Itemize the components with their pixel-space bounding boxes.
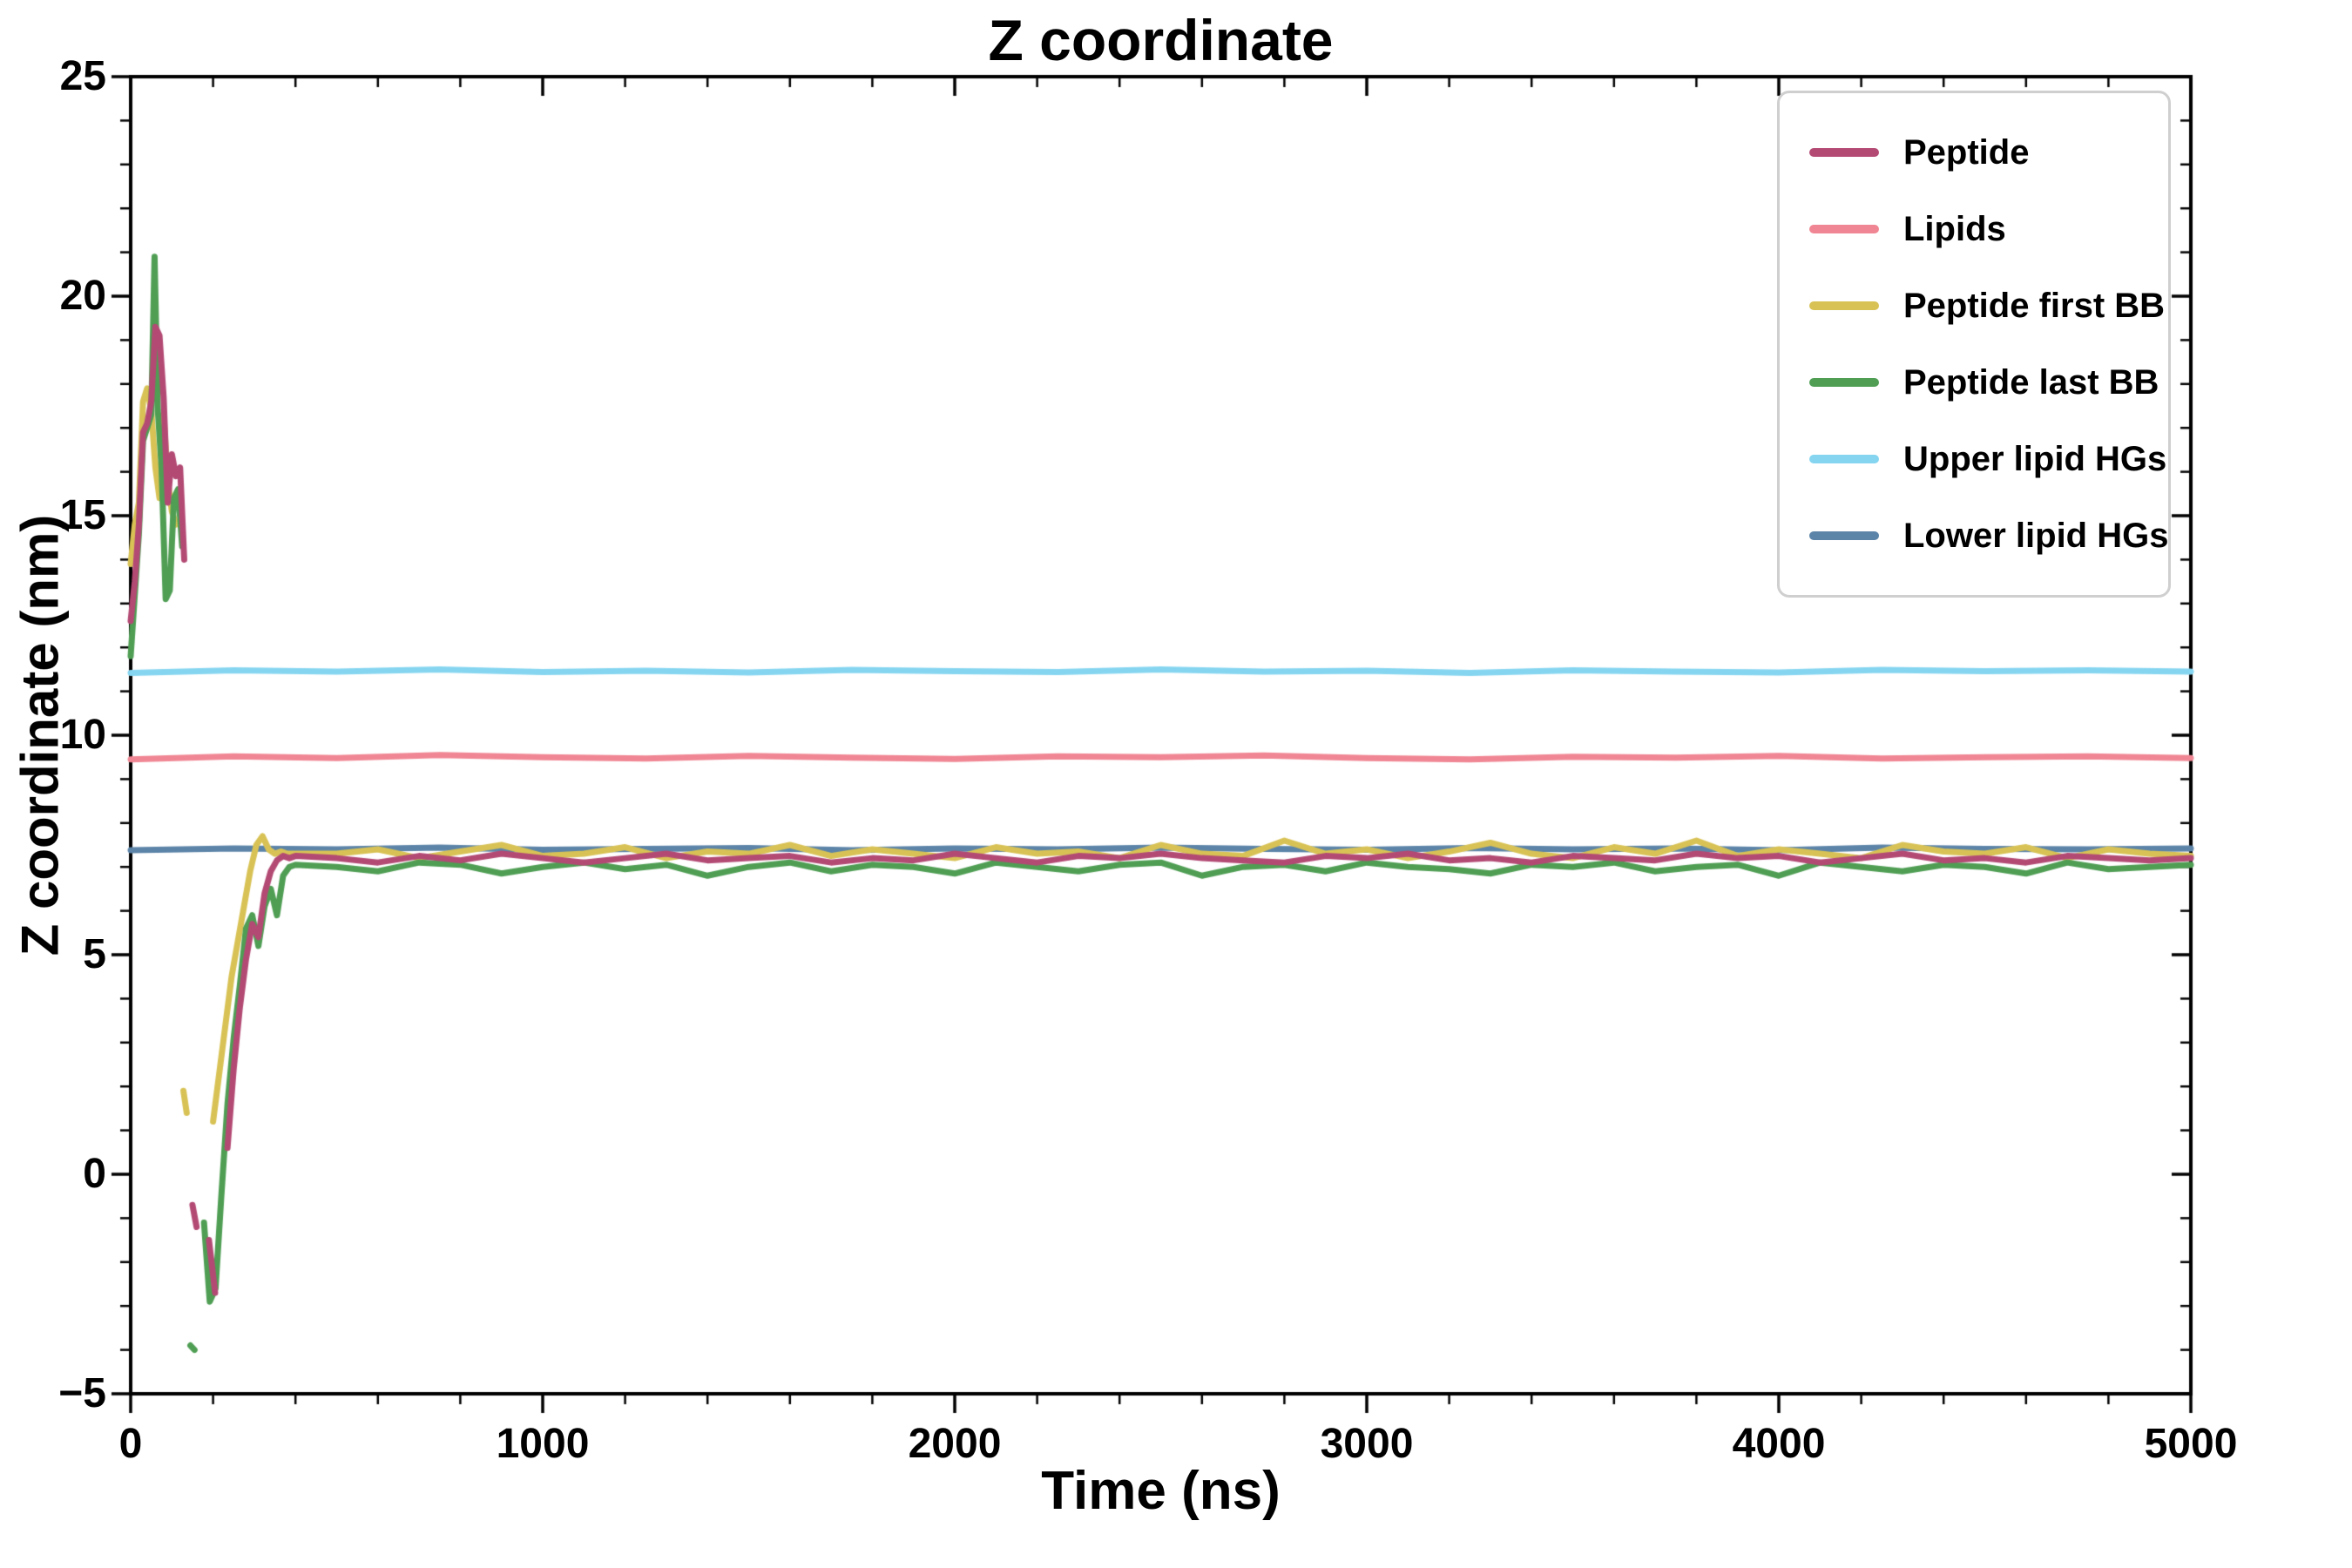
y-tick-label: 25 [59, 53, 106, 99]
legend-label: Lower lipid HGs [1903, 516, 2169, 555]
legend-item: Lipids [1809, 191, 2159, 267]
legend-item: Peptide first BB [1809, 267, 2165, 344]
x-tick-label: 5000 [2144, 1421, 2238, 1467]
x-axis-label: Time (ns) [1041, 1461, 1281, 1521]
y-tick-label: 0 [83, 1151, 106, 1197]
legend-label: Peptide last BB [1903, 362, 2159, 402]
y-tick-label: 20 [59, 273, 106, 319]
legend-label: Upper lipid HGs [1903, 439, 2167, 478]
x-tick-label: 3000 [1320, 1421, 1414, 1467]
y-tick-label: 5 [83, 931, 106, 977]
legend-swatch [1809, 378, 1879, 387]
legend-swatch [1809, 148, 1879, 157]
legend-item: Peptide last BB [1809, 344, 2159, 421]
legend-label: Peptide [1903, 132, 2030, 172]
x-tick-label: 2000 [908, 1421, 1002, 1467]
legend-item: Lower lipid HGs [1809, 497, 2168, 574]
legend-swatch [1809, 531, 1879, 540]
legend: Peptide Lipids Peptide first BB Peptide las… [1777, 91, 2171, 598]
y-tick-label: 10 [59, 712, 106, 758]
y-tick-label: −5 [58, 1370, 106, 1416]
chart-title: Z coordinate [988, 8, 1334, 72]
legend-swatch [1809, 301, 1879, 310]
legend-item: Peptide [1809, 114, 2159, 191]
x-tick-label: 0 [118, 1421, 143, 1467]
legend-swatch [1809, 455, 1879, 463]
y-tick-label: 15 [59, 492, 106, 538]
legend-item: Upper lipid HGs [1809, 421, 2166, 497]
legend-swatch [1809, 225, 1879, 233]
legend-label: Peptide first BB [1903, 286, 2166, 325]
legend-label: Lipids [1903, 209, 2006, 248]
x-tick-label: 4000 [1732, 1421, 1826, 1467]
x-tick-label: 1000 [496, 1421, 590, 1467]
